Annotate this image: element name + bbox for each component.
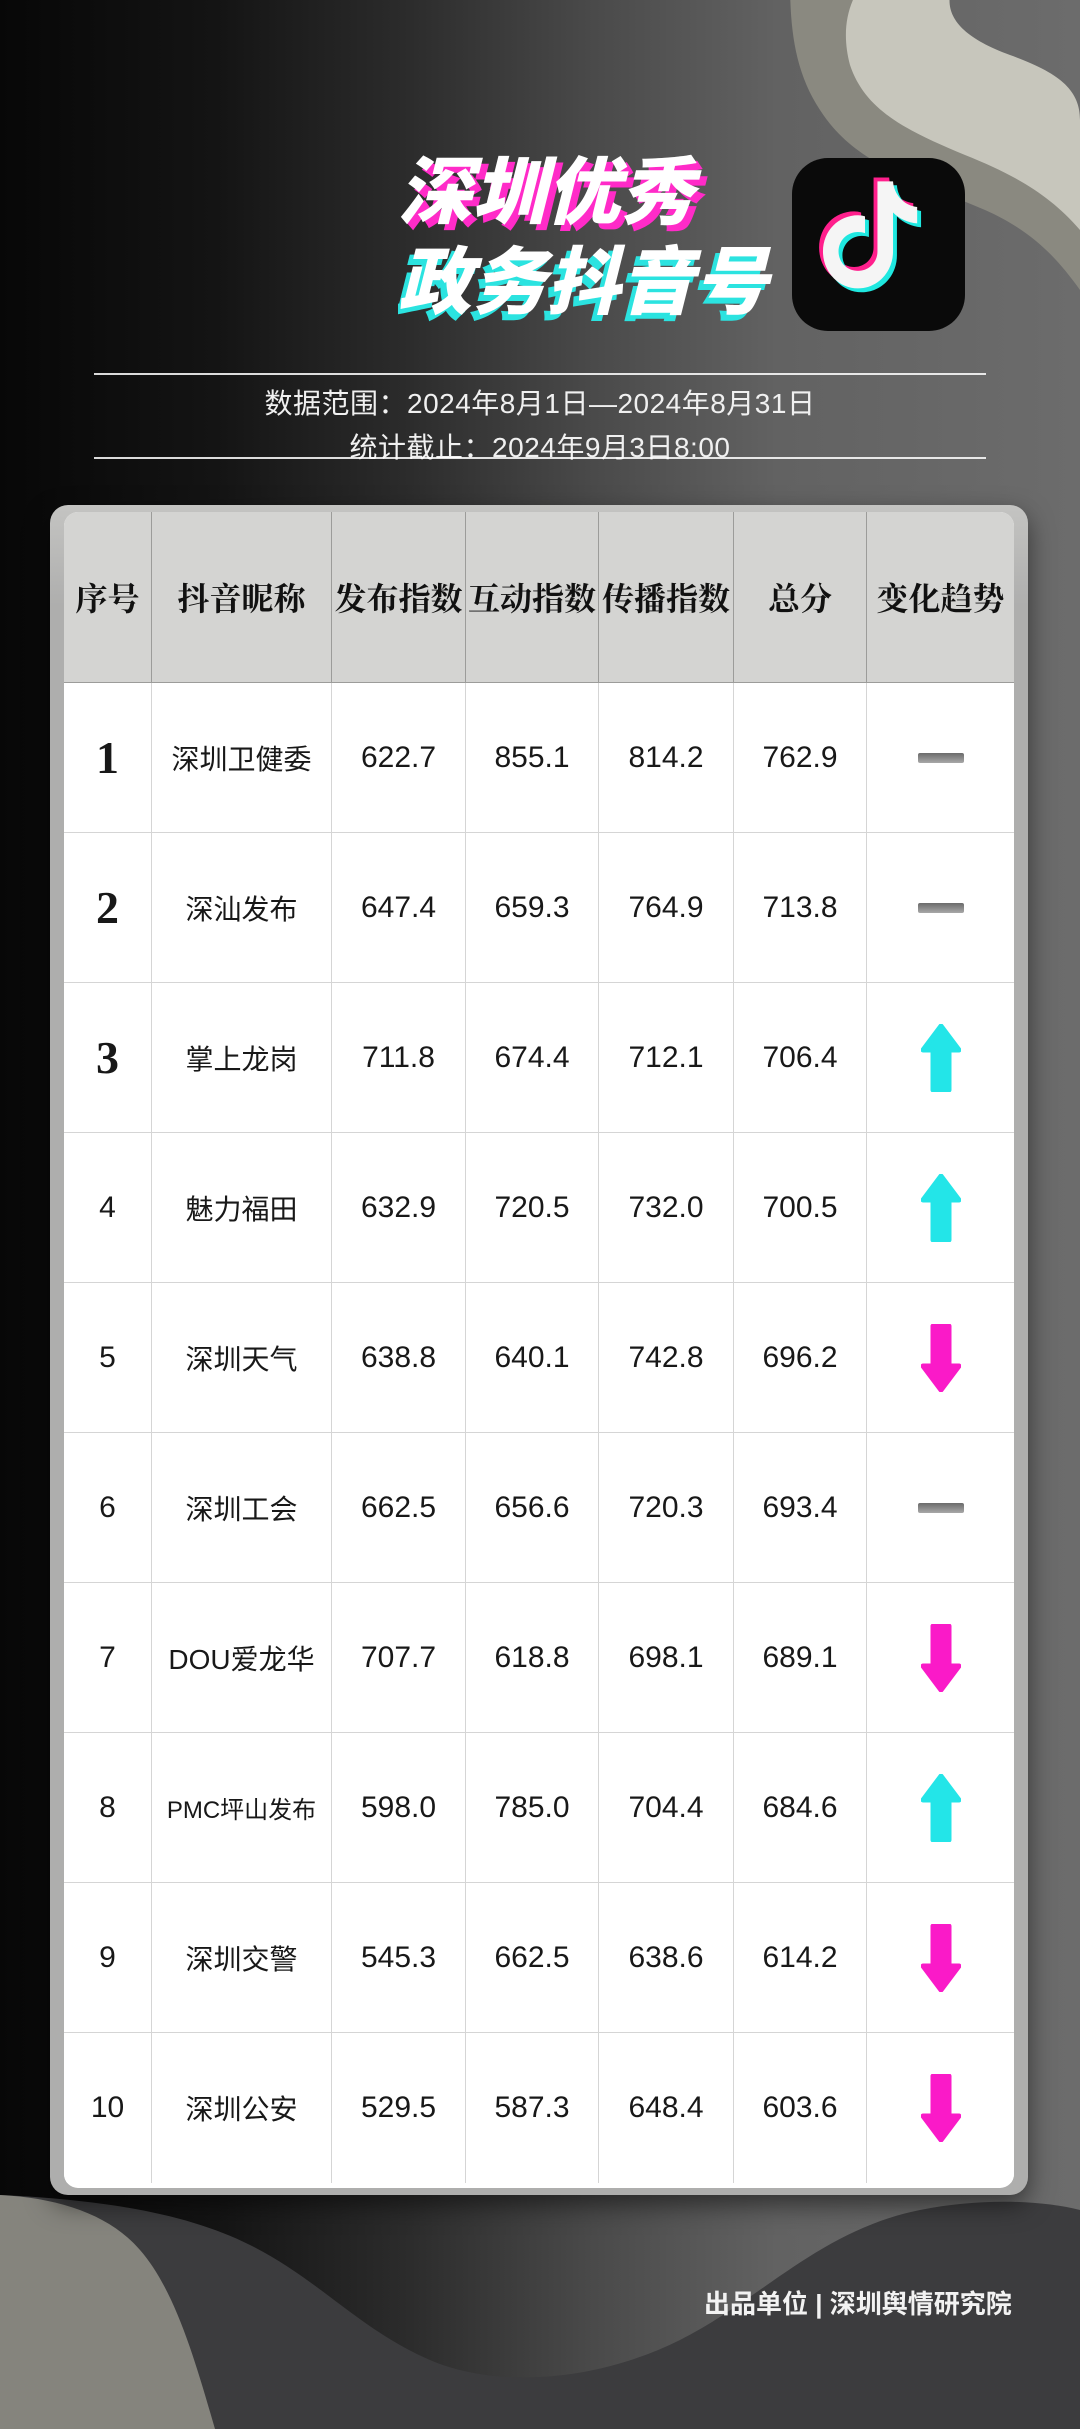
- svg-text:政务抖音号: 政务抖音号: [398, 223, 773, 330]
